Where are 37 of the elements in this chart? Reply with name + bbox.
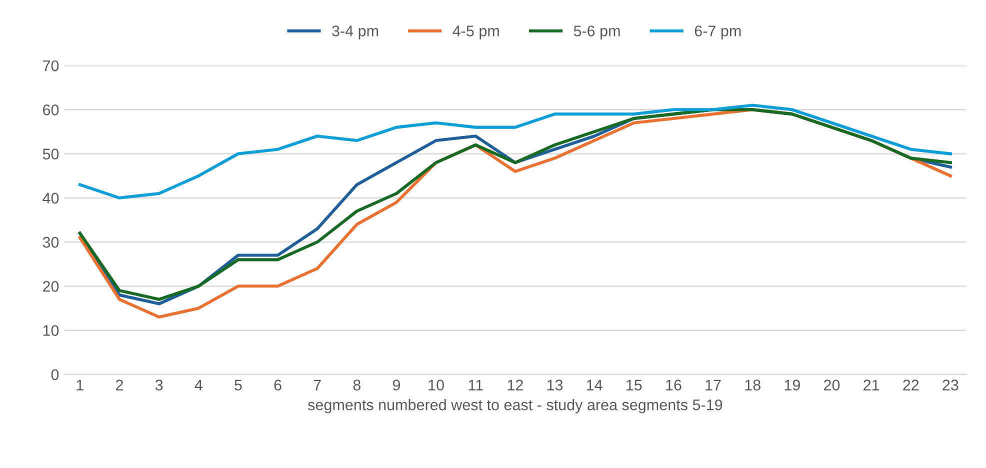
legend-label: 5-6 pm <box>574 26 620 40</box>
x-tick-label: 1 <box>76 380 84 390</box>
y-tick-label: 40 <box>42 192 59 204</box>
x-tick-label: 15 <box>626 380 642 390</box>
x-tick-label: 17 <box>706 380 721 390</box>
x-tick-label: 12 <box>508 380 523 390</box>
y-tick-label: 50 <box>42 148 59 160</box>
x-tick-label: 3 <box>155 380 163 390</box>
x-tick-label: 4 <box>194 380 202 390</box>
line-series <box>78 104 952 200</box>
legend-label: 3-4 pm <box>332 26 378 40</box>
x-tick-label: 11 <box>468 380 483 390</box>
x-tick-label: 23 <box>942 380 958 390</box>
y-tick-label: 0 <box>51 369 59 380</box>
x-tick-label: 14 <box>586 380 602 390</box>
x-tick-label: 19 <box>784 380 800 390</box>
x-tick-label: 7 <box>314 380 321 390</box>
legend-label: 4-5 pm <box>452 26 499 40</box>
x-tick-label: 5 <box>234 380 242 390</box>
x-tick-label: 9 <box>392 380 400 390</box>
x-tick-label: 6 <box>274 380 282 390</box>
legend-label: 6-7 pm <box>694 26 741 40</box>
y-tick-label: 30 <box>42 236 59 248</box>
y-tick-label: 20 <box>43 281 59 292</box>
x-tick-label: 8 <box>353 380 360 390</box>
x-tick-label: 20 <box>824 380 840 390</box>
y-tick-label: 60 <box>43 104 59 116</box>
x-tick-label: 10 <box>428 380 444 390</box>
x-tick-label: 16 <box>666 380 682 390</box>
y-tick-label: 10 <box>43 325 59 336</box>
x-axis-title: segments numbered west to east - study area segments 5-19 <box>308 399 722 414</box>
x-tick-label: 18 <box>745 380 760 390</box>
y-tick-label: 70 <box>43 60 59 72</box>
x-tick-label: 2 <box>116 380 123 390</box>
x-tick-label: 13 <box>547 380 563 390</box>
x-tick-label: 21 <box>864 380 880 390</box>
x-tick-label: 22 <box>903 380 919 390</box>
